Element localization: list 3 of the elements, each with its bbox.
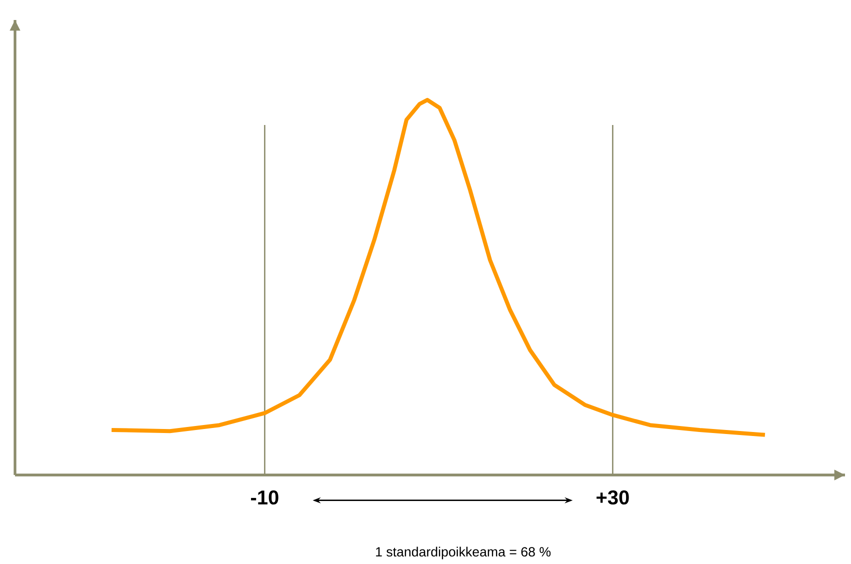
text: 1 standardipoikkeama = 68 % [376,546,551,560]
x-tick-label: -10 [251,490,278,505]
x-tick-label: +30 [596,490,629,505]
